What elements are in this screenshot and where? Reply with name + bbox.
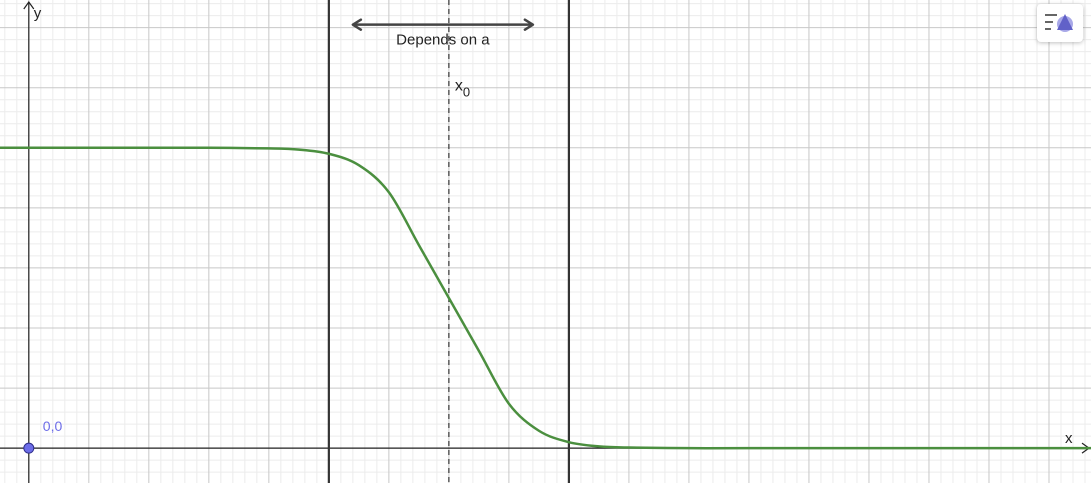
style-bar-toggle-button[interactable] (1037, 4, 1083, 42)
origin-point-group: 0,0 (23, 418, 63, 454)
x0-subscript: 0 (463, 85, 470, 100)
range-arrow-left-head (351, 18, 363, 31)
x0-label: x (455, 78, 463, 95)
origin-point-label: 0,0 (43, 418, 63, 434)
style-bar-icon (1045, 14, 1073, 32)
y-axis-arrowhead (23, 0, 35, 10)
curve-layer (0, 146, 1091, 450)
annotation-layer: Depends on a x 0 (351, 18, 535, 100)
range-arrow-right-head (523, 18, 535, 31)
function-curve (0, 146, 1091, 450)
range-label: Depends on a (396, 32, 490, 49)
origin-point[interactable] (23, 442, 35, 454)
x-axis-label: x (1065, 430, 1073, 447)
y-axis-label: y (34, 5, 42, 22)
vertical-lines (327, 0, 571, 483)
axis-labels: x y (34, 5, 1073, 447)
